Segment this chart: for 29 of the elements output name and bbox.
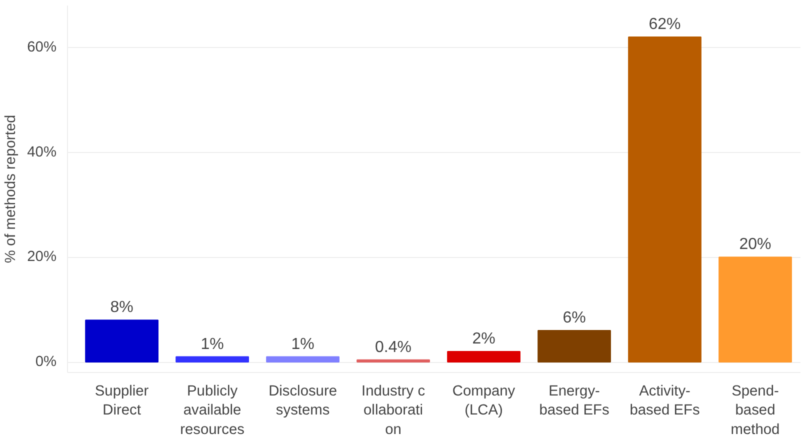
data-label: 1% bbox=[200, 336, 224, 353]
x-tick-label: Spend- based method bbox=[730, 384, 780, 438]
bar bbox=[85, 320, 158, 363]
bar bbox=[538, 330, 611, 363]
y-tick-label: 0% bbox=[35, 354, 57, 370]
data-label: 0.4% bbox=[375, 338, 412, 356]
bar bbox=[628, 36, 702, 363]
data-label: 2% bbox=[472, 330, 496, 348]
y-tick-label: 20% bbox=[27, 249, 57, 266]
x-tick-label: Company (LCA) bbox=[452, 384, 516, 419]
bar bbox=[356, 359, 430, 363]
x-tick-label: Industry c ollaborati on bbox=[362, 384, 426, 438]
bar bbox=[447, 351, 520, 363]
x-tick-label: Disclosure systems bbox=[268, 384, 337, 419]
x-tick-label: Publicly available resources bbox=[180, 384, 244, 438]
x-tick-label: Energy- based EFs bbox=[539, 384, 610, 419]
bar bbox=[266, 356, 340, 363]
bar bbox=[718, 256, 792, 363]
data-label: 1% bbox=[291, 336, 314, 353]
data-label: 20% bbox=[739, 236, 772, 254]
x-tick-label: Supplier Direct bbox=[94, 384, 149, 419]
data-label: 62% bbox=[648, 16, 681, 33]
data-label: 6% bbox=[562, 310, 586, 327]
bar bbox=[176, 356, 249, 363]
y-tick-label: 60% bbox=[27, 39, 57, 56]
y-axis-title: % of methods reported bbox=[3, 114, 20, 264]
x-tick-label: Activity- based EFs bbox=[630, 384, 700, 419]
data-label: 8% bbox=[110, 299, 134, 316]
y-tick-label: 40% bbox=[27, 144, 57, 160]
